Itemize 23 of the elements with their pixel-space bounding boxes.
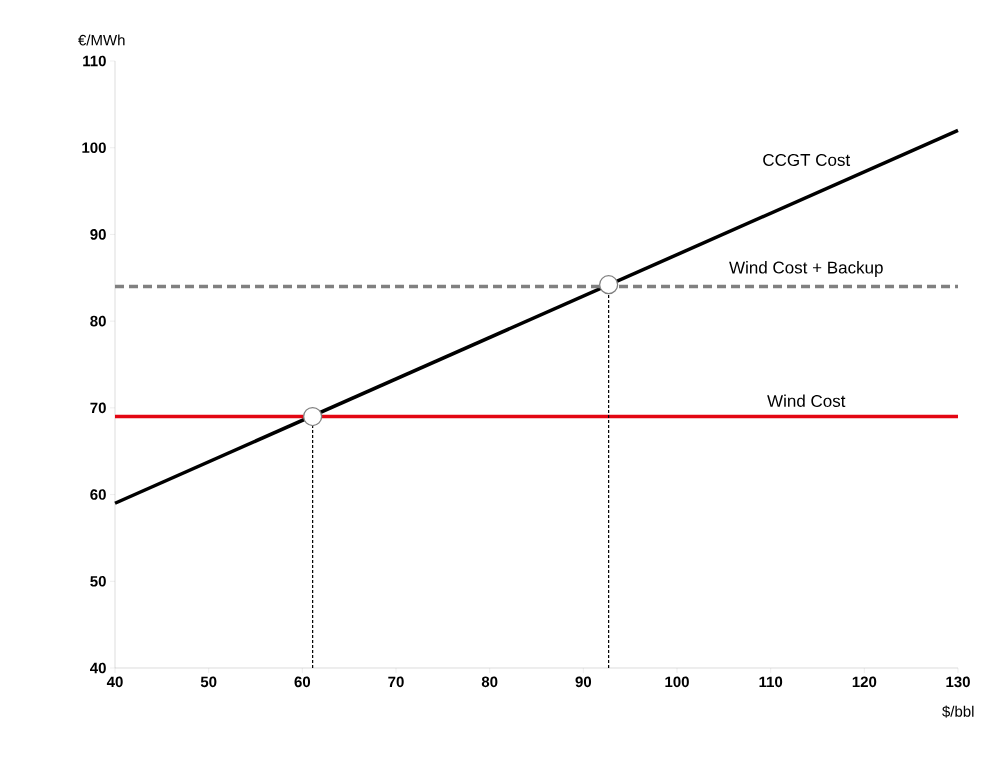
- y-tick-label: 50: [90, 575, 106, 587]
- x-tick-label: 70: [388, 676, 404, 688]
- y-tick-label: 110: [83, 55, 106, 67]
- y-axis-title: €/MWh: [78, 34, 125, 46]
- x-axis-title: $/bbl: [942, 705, 974, 718]
- series-label: CCGT Cost: [763, 153, 851, 166]
- x-tick-label: 80: [481, 676, 498, 688]
- x-tick-label: 110: [759, 676, 783, 688]
- y-tick-label: 90: [90, 229, 106, 240]
- y-tick-label: 100: [82, 142, 106, 154]
- y-tick-label: 80: [90, 315, 106, 327]
- x-tick-label: 50: [200, 676, 217, 688]
- series-label: Wind Cost: [767, 394, 846, 407]
- series-label: Wind Cost + Backup: [729, 261, 883, 277]
- x-tick-label: 90: [575, 676, 592, 688]
- y-tick-label: 70: [90, 402, 106, 414]
- y-tick-label: 40: [90, 662, 106, 674]
- x-tick-label: 120: [852, 676, 877, 688]
- y-tick-label: 60: [90, 489, 106, 500]
- x-tick-label: 100: [665, 676, 689, 688]
- x-tick-label: 130: [946, 676, 970, 688]
- x-tick-label: 60: [294, 676, 311, 688]
- x-tick-label: 40: [106, 676, 123, 688]
